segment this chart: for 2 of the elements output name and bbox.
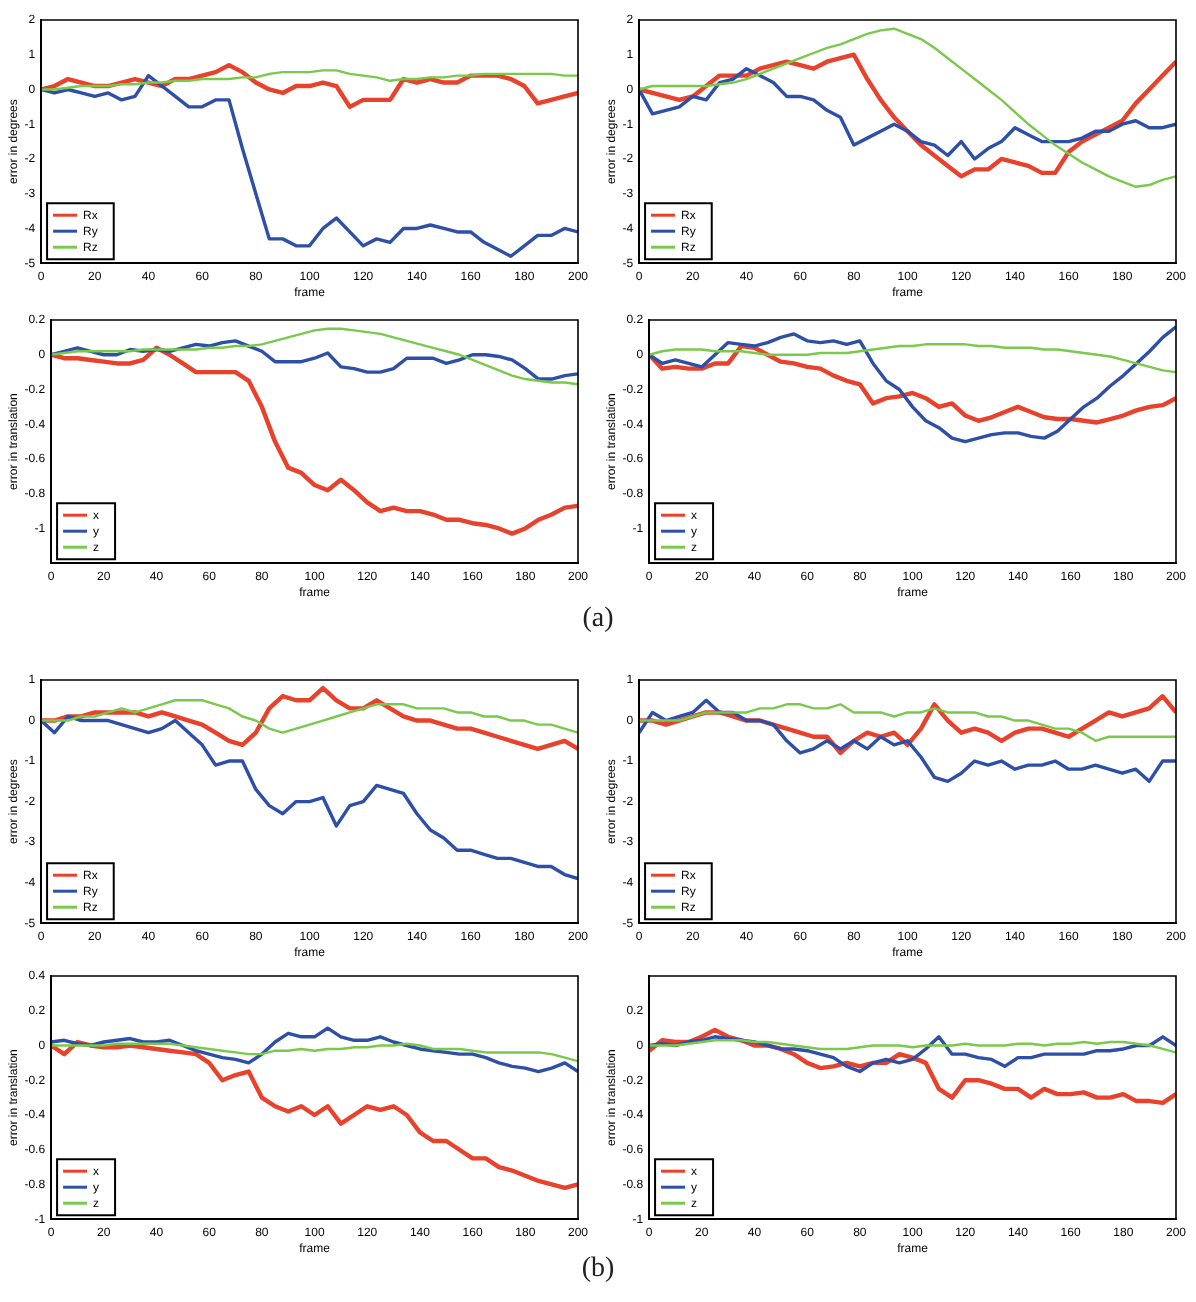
text: (b)	[579, 1254, 617, 1286]
text: (a)	[580, 604, 616, 636]
